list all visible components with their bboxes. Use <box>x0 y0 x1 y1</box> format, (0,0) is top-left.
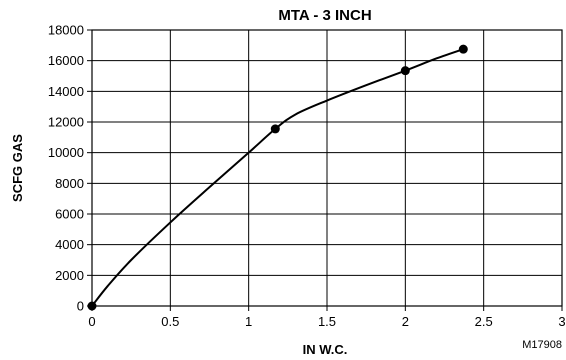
markers <box>87 44 468 311</box>
y-tick-label: 4000 <box>55 237 84 252</box>
data-point <box>87 301 97 311</box>
y-tick-label: 6000 <box>55 207 84 222</box>
x-axis-title: IN W.C. <box>303 342 348 357</box>
x-tick-label: 1.5 <box>318 314 336 329</box>
y-tick-label: 8000 <box>55 176 84 191</box>
data-point <box>400 66 410 76</box>
data-point <box>270 124 280 134</box>
x-tick-label: 1 <box>245 314 252 329</box>
figure-id: M17908 <box>522 339 562 351</box>
y-tick-label: 14000 <box>48 84 84 99</box>
y-tick-label: 18000 <box>48 23 84 38</box>
y-tick-label: 2000 <box>55 268 84 283</box>
data-point <box>458 44 468 54</box>
y-tick-label: 12000 <box>48 115 84 130</box>
x-tick-label: 0 <box>88 314 95 329</box>
x-tick-label: 3 <box>558 314 565 329</box>
y-tick-label: 10000 <box>48 145 84 160</box>
y-axis-title: SCFG GAS <box>10 134 25 202</box>
chart-title: MTA - 3 INCH <box>278 7 371 24</box>
x-tick-label: 2.5 <box>475 314 493 329</box>
x-tick-label: 2 <box>402 314 409 329</box>
x-axis: 0 0.5 1 1.5 2 2.5 3 <box>88 306 566 329</box>
y-axis: 0 2000 4000 6000 8000 10000 12000 14000 16000 180… <box>48 23 92 314</box>
x-tick-label: 0.5 <box>161 314 179 329</box>
y-tick-label: 0 <box>77 299 84 314</box>
y-tick-label: 16000 <box>48 53 84 68</box>
